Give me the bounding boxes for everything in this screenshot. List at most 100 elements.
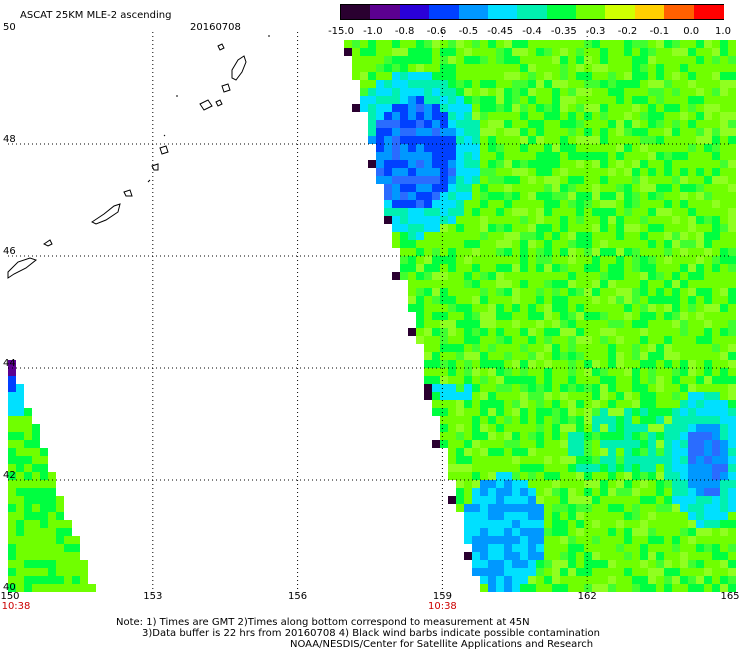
swath-cell	[720, 48, 728, 56]
swath-cell	[368, 56, 376, 64]
swath-cell	[712, 168, 720, 176]
swath-cell	[576, 64, 584, 72]
swath-cell	[672, 544, 680, 552]
swath-cell	[432, 384, 440, 392]
swath-cell	[432, 56, 440, 64]
swath-cell	[656, 208, 664, 216]
swath-time-label: 10:38	[427, 601, 457, 612]
swath-cell	[712, 392, 720, 400]
swath-cell	[664, 96, 672, 104]
swath-cell	[552, 56, 560, 64]
swath-cell	[400, 224, 408, 232]
swath-cell	[8, 584, 16, 592]
swath-cell	[488, 392, 496, 400]
swath-cell	[480, 328, 488, 336]
swath-cell	[416, 136, 424, 144]
swath-cell	[568, 544, 576, 552]
swath-cell	[648, 40, 656, 48]
swath-cell	[600, 584, 608, 592]
swath-cell	[464, 416, 472, 424]
swath-cell	[584, 40, 592, 48]
swath-cell	[480, 272, 488, 280]
swath-cell	[520, 48, 528, 56]
swath-cell	[504, 112, 512, 120]
swath-cell	[432, 440, 440, 448]
swath-cell	[664, 144, 672, 152]
swath-cell	[688, 336, 696, 344]
swath-cell	[712, 152, 720, 160]
swath-cell	[528, 176, 536, 184]
swath-cell	[584, 208, 592, 216]
swath-cell	[440, 296, 448, 304]
swath-cell	[544, 312, 552, 320]
swath-cell	[16, 560, 24, 568]
swath-cell	[472, 416, 480, 424]
swath-cell	[576, 320, 584, 328]
swath-cell	[664, 536, 672, 544]
swath-cell	[688, 96, 696, 104]
swath-cell	[528, 384, 536, 392]
swath-cell	[600, 352, 608, 360]
swath-cell	[592, 472, 600, 480]
swath-cell	[512, 376, 520, 384]
swath-cell	[400, 176, 408, 184]
swath-cell	[624, 272, 632, 280]
swath-cell	[456, 440, 464, 448]
swath-cell	[576, 120, 584, 128]
swath-cell	[656, 456, 664, 464]
swath-cell	[568, 40, 576, 48]
swath-cell	[16, 392, 24, 400]
colorbar-tick-label: -0.6	[426, 26, 447, 37]
swath-cell	[648, 472, 656, 480]
swath-cell	[496, 344, 504, 352]
swath-cell	[712, 64, 720, 72]
swath-cell	[624, 248, 632, 256]
swath-cell	[576, 496, 584, 504]
swath-cell	[624, 120, 632, 128]
swath-cell	[728, 248, 736, 256]
swath-cell	[712, 568, 720, 576]
swath-cell	[416, 280, 424, 288]
swath-cell	[80, 560, 88, 568]
swath-cell	[544, 232, 552, 240]
swath-cell	[632, 56, 640, 64]
swath-cell	[632, 232, 640, 240]
swath-cell	[560, 512, 568, 520]
swath-cell	[672, 376, 680, 384]
swath-cell	[392, 232, 400, 240]
swath-cell	[40, 520, 48, 528]
swath-cell	[584, 312, 592, 320]
swath-cell	[448, 472, 456, 480]
swath-cell	[536, 528, 544, 536]
swath-cell	[48, 512, 56, 520]
swath-cell	[576, 256, 584, 264]
swath-cell	[520, 128, 528, 136]
swath-cell	[72, 576, 80, 584]
swath-cell	[616, 432, 624, 440]
swath-cell	[720, 344, 728, 352]
swath-cell	[584, 576, 592, 584]
swath-cell	[696, 376, 704, 384]
swath-cell	[544, 176, 552, 184]
swath-cell	[720, 328, 728, 336]
swath-cell	[672, 192, 680, 200]
swath-cell	[496, 96, 504, 104]
swath-cell	[568, 224, 576, 232]
swath-cell	[680, 544, 688, 552]
swath-cell	[536, 448, 544, 456]
swath-cell	[464, 440, 472, 448]
swath-cell	[488, 320, 496, 328]
swath-cell	[552, 456, 560, 464]
swath-cell	[672, 168, 680, 176]
swath-cell	[488, 208, 496, 216]
swath-cell	[600, 104, 608, 112]
swath-cell	[616, 160, 624, 168]
swath-cell	[504, 416, 512, 424]
swath-cell	[24, 576, 32, 584]
swath-cell	[576, 168, 584, 176]
swath-cell	[400, 232, 408, 240]
swath-cell	[496, 544, 504, 552]
swath-cell	[528, 408, 536, 416]
swath-cell	[552, 352, 560, 360]
swath-cell	[640, 40, 648, 48]
